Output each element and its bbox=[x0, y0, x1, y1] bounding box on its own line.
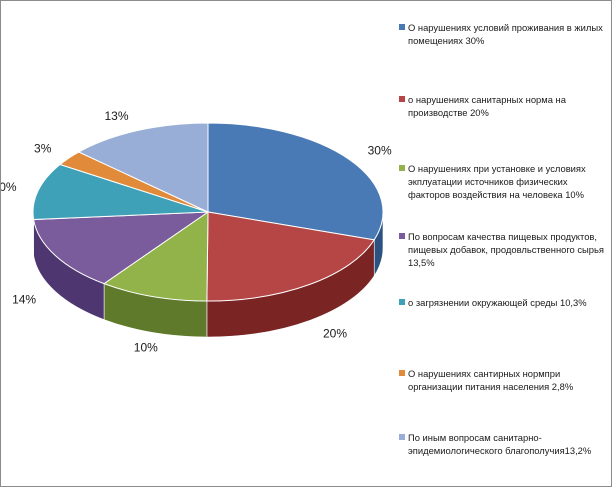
legend-label-4: По вопросам качества пищевых продуктов, … bbox=[408, 231, 604, 268]
legend-item-5: о загрязнении окружающей среды 10,3% bbox=[399, 296, 609, 309]
legend-label-7: По иным вопросам санитарно-эпидемиологич… bbox=[408, 432, 592, 456]
legend-swatch-4 bbox=[399, 233, 405, 239]
legend-label-2: о нарушениях санитарных норма на произво… bbox=[408, 94, 566, 118]
legend-item-6: О нарушениях сантирных нормпри организац… bbox=[399, 367, 609, 393]
legend-swatch-7 bbox=[399, 434, 405, 440]
data-label-5: 10% bbox=[1, 180, 17, 194]
pie-slice-3 bbox=[102, 211, 209, 302]
pie-slice-4 bbox=[33, 211, 210, 285]
legend-label-3: О нарушениях при установке и условиях эк… bbox=[408, 163, 586, 200]
data-labels: 30% 20% 10% 14% 10% 3% 13% bbox=[1, 109, 392, 355]
legend-label-6: О нарушениях сантирных нормпри организац… bbox=[408, 368, 574, 392]
pie-slice-2 bbox=[206, 211, 376, 302]
legend-label-1: О нарушениях условий проживания в жилых … bbox=[408, 22, 603, 46]
legend-swatch-5 bbox=[399, 299, 405, 305]
legend-swatch-3 bbox=[399, 165, 405, 171]
data-label-6: 3% bbox=[34, 141, 52, 155]
legend-swatch-1 bbox=[399, 24, 405, 30]
pie-slice-5 bbox=[32, 163, 209, 221]
data-label-3: 10% bbox=[134, 341, 158, 355]
pie-slice-1 bbox=[207, 122, 384, 241]
legend-item-7: По иным вопросам санитарно-эпидемиологич… bbox=[399, 431, 609, 457]
legend-item-1: О нарушениях условий проживания в жилых … bbox=[399, 21, 609, 47]
data-label-2: 20% bbox=[323, 326, 347, 340]
legend-swatch-6 bbox=[399, 370, 405, 376]
data-label-7: 13% bbox=[104, 109, 128, 123]
pie-slice-7 bbox=[77, 122, 209, 213]
legend-item-4: По вопросам качества пищевых продуктов, … bbox=[399, 230, 609, 269]
legend-label-5: о загрязнении окружающей среды 10,3% bbox=[408, 297, 587, 308]
data-label-4: 14% bbox=[12, 292, 36, 306]
pie-top-faces bbox=[32, 122, 384, 302]
legend-swatch-2 bbox=[399, 96, 405, 102]
data-label-1: 30% bbox=[368, 143, 392, 157]
legend-item-2: о нарушениях санитарных норма на произво… bbox=[399, 93, 609, 119]
legend-item-3: О нарушениях при установке и условиях эк… bbox=[399, 162, 609, 201]
